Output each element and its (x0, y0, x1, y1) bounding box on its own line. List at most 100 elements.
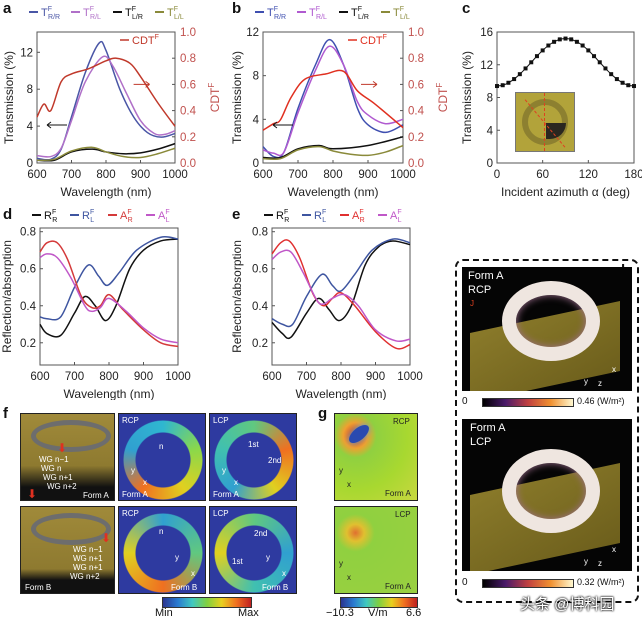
y-tick-label: 4 (253, 114, 260, 126)
wg-label: WG n (41, 464, 62, 473)
data-point (500, 83, 505, 88)
x-axis-label: Wavelength (nm) (296, 387, 387, 400)
chart-a-transmission-cdt: 600 700 800 900 1000 0 4 8 12 0.0 0.2 0.4 0.6 0.8 1.0 C… (2, 6, 222, 199)
y-right-tick-label: 0.2 (180, 132, 196, 144)
x-tick-label: 900 (358, 169, 377, 181)
ring-schematic (31, 420, 111, 452)
data-point (534, 54, 539, 59)
x-tick-label: 0 (494, 169, 500, 181)
rcp-label: RCP (468, 284, 492, 296)
right-axis-arrow-icon (133, 81, 150, 88)
right-axis-arrow-icon (361, 81, 378, 88)
panel-label-a: a (3, 0, 12, 17)
red-arrow-icon: ⬇ (101, 531, 112, 545)
data-point (552, 39, 557, 44)
series-line-al (39, 253, 179, 344)
g-lcp-map: LCP y x Form A (334, 506, 418, 594)
data-point (626, 83, 631, 88)
first-label: 1st (248, 440, 259, 449)
data-point (517, 72, 522, 77)
y-right-tick-label: 0.6 (180, 79, 196, 91)
x-axis-label: Incident azimuth α (deg) (501, 185, 630, 199)
data-point (506, 80, 511, 85)
h-dashed-frame: Form A RCP J x y z 0 0.46 (W/m²) Form A … (455, 259, 639, 603)
legend-label: RF R (276, 209, 289, 224)
data-point (609, 72, 614, 77)
series-line-trl (36, 55, 176, 158)
lcp-label: LCP (395, 510, 411, 519)
field-ring (214, 420, 294, 500)
x-tick-label: 600 (30, 371, 49, 383)
data-point (512, 77, 517, 82)
x-tick-label: 700 (62, 169, 81, 181)
axis-x-label: x (234, 478, 238, 487)
panel-label-e: e (232, 206, 241, 223)
series-line-tlr (262, 136, 404, 159)
field-ring (123, 420, 203, 500)
f-formB-rcp-map: RCP n y x Form B (118, 506, 206, 594)
data-point (614, 77, 619, 82)
x-tick-label: 600 (253, 169, 272, 181)
x-tick-label: 180 (624, 169, 642, 181)
wg-label: WG n+2 (47, 482, 77, 491)
series-line (496, 38, 635, 87)
legend-label: TF R/R (41, 6, 60, 21)
c-inset-ring (515, 92, 575, 152)
data-point (540, 48, 545, 53)
form-label: Form B (262, 583, 289, 592)
series-line-rl (271, 238, 411, 328)
panel-label-g: g (318, 405, 328, 422)
y-tick-label: 0.2 (20, 338, 36, 350)
y-right-tick-label: 0.6 (408, 79, 424, 91)
panel-label-c: c (462, 0, 471, 17)
data-point (580, 43, 585, 48)
axis-z-label: z (598, 559, 602, 568)
lcp-label: LCP (470, 436, 492, 448)
data-point (529, 60, 534, 65)
y-tick-label: 0.8 (20, 227, 36, 239)
y-tick-label: 4 (27, 121, 34, 133)
data-point (523, 66, 528, 71)
x-tick-label: 60 (536, 169, 549, 181)
series-line-rr (271, 240, 411, 340)
legend-label: AF R (120, 209, 133, 224)
legend-label: TF L/R (125, 6, 143, 21)
wg-label: WG n+1 (73, 563, 103, 572)
f-colorbar-min: Min (155, 607, 173, 619)
x-tick-label: 900 (366, 371, 385, 383)
form-label: Form A (385, 489, 411, 498)
x-axis-label: Wavelength (nm) (61, 185, 152, 199)
h-cbar1-max: 0.46 (W/m²) (577, 396, 625, 406)
y-tick-label: 12 (480, 60, 493, 72)
rcp-label: RCP (122, 416, 139, 425)
x-tick-label: 1000 (390, 169, 416, 181)
g-colorbar-min: −10.3 (326, 607, 354, 619)
data-point (586, 48, 591, 53)
y-tick-label: 12 (246, 27, 259, 39)
first-label: 1st (232, 557, 243, 566)
y-tick-label: 0.4 (252, 301, 269, 313)
axis-y-label: y (222, 466, 226, 475)
y-right-tick-label: 0.0 (180, 158, 196, 170)
x-tick-label: 600 (27, 169, 46, 181)
lcp-label: LCP (213, 416, 229, 425)
y-tick-label: 0.6 (252, 264, 268, 276)
y-right-tick-label: 0.8 (408, 53, 424, 65)
series-line-cdt (36, 57, 176, 127)
field-ring (214, 513, 294, 593)
h-formA-rcp-render: Form A RCP J x y z (462, 267, 632, 391)
chart-b-transmission-cdt: 600 700 800 900 1000 0 4 8 12 0.0 0.2 0.4 0.6 0.8 1.0 C… (230, 6, 450, 199)
y-axis-label: Transmission (%) (460, 51, 474, 144)
left-axis-arrow-icon (46, 121, 67, 129)
ring-waveguide (502, 281, 600, 361)
h-cbar2-max: 0.32 (W/m²) (577, 577, 625, 587)
y-tick-label: 8 (487, 93, 493, 105)
data-point (546, 43, 551, 48)
y-axis-label: Transmission (%) (2, 51, 16, 144)
form-label: Form B (171, 583, 198, 592)
data-point (603, 66, 608, 71)
legend-label: TF R/L (309, 6, 327, 21)
form-label: Form B (25, 583, 52, 592)
legend-label: TF R/L (83, 6, 101, 21)
series-line-tll (36, 146, 176, 162)
